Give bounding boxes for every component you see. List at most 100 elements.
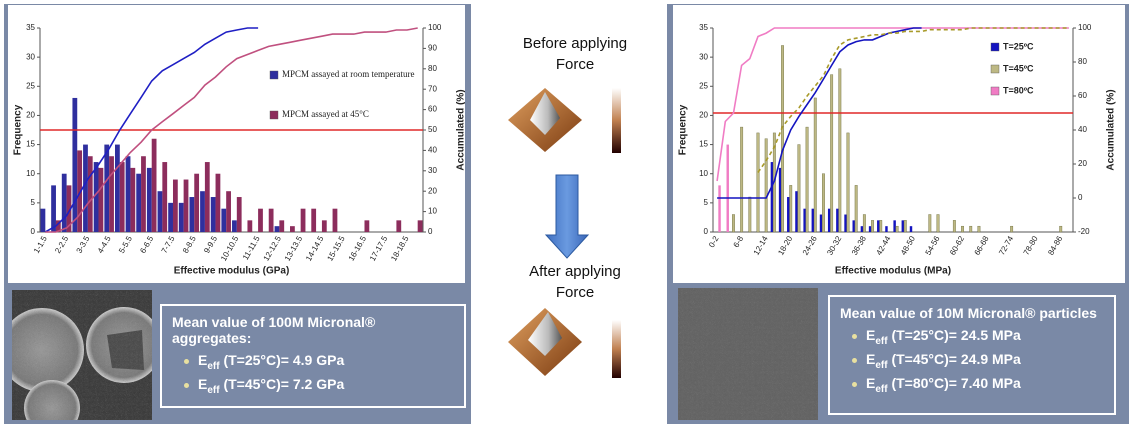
bar [136,173,142,232]
label-line: Force [555,56,595,73]
bar [803,208,806,232]
x-tick-label: 15-15.5 [325,234,347,262]
y2-tick-label: 80 [1078,57,1087,66]
legend-swatch [990,64,1000,74]
info-title: Mean value of 100M Micronal® aggregates: [172,314,376,346]
y2-axis-title: Accumulated (%) [456,89,465,170]
bar [247,220,253,232]
cumulative-line [45,27,418,233]
bar [66,185,72,232]
bar [977,225,981,233]
bar [321,220,327,232]
bar [61,173,67,232]
bar [1010,225,1014,233]
sem-image [12,290,152,420]
y2-tick-label: 60 [1078,91,1087,100]
x-tick-label: 18-20 [776,234,794,257]
y2-tick-label: 100 [428,23,442,32]
subscript: eff [875,359,888,371]
bar [215,173,221,232]
x-tick-label: 54-56 [924,234,942,257]
x-tick-label: 9-9.5 [202,234,219,255]
y2-tick-label: 20 [428,186,437,195]
bar [274,226,280,232]
bar [895,225,899,233]
bar [936,214,940,233]
bar [732,214,735,233]
info-box: Mean value of 100M Micronal® aggregates:… [160,304,466,408]
symbol: E [866,350,876,367]
y2-tick-label: -20 [1078,227,1090,236]
bar [178,202,184,232]
y-axis-title: Frequency [13,104,24,155]
bar [221,208,227,232]
bar [718,185,721,232]
subscript: eff [875,383,888,395]
bar [130,167,136,232]
y2-tick-label: 30 [428,166,437,175]
bar [232,220,237,232]
legend-label: MPCM assayed at room temperature [282,69,414,79]
x-tick-label: 7-7.5 [160,234,177,255]
legend-label: T=45ºC [1003,63,1034,73]
bar [168,202,173,232]
bar [77,150,83,232]
bar [162,162,168,232]
bar [819,214,823,232]
bar [98,167,104,232]
y2-tick-label: 40 [1078,125,1087,134]
y2-tick-label: 100 [1078,23,1092,32]
bar [268,208,274,232]
y-tick-label: 35 [699,23,708,32]
bar [396,220,402,232]
bar [40,208,46,232]
y-tick-label: 30 [699,52,708,61]
x-tick-label: 18-18.5 [389,234,411,262]
afm-graphics [508,88,621,378]
bar [183,179,189,232]
bar [109,156,114,232]
x-tick-label: 30-32 [825,234,843,257]
x-tick-label: 72-74 [997,234,1015,257]
y2-axis-title: Accumulated (%) [1106,89,1117,170]
before-label: Before applying Force [500,33,650,75]
bar [210,197,216,232]
bar [827,208,831,232]
bar [844,214,847,232]
subscript: eff [875,335,888,347]
bar [72,97,78,232]
info-box: Mean value of 10M Micronal® particles Ee… [828,295,1116,415]
legend-swatch [990,86,1000,96]
y-tick-label: 30 [26,52,35,61]
bar [871,220,874,233]
y-tick-label: 0 [31,227,36,236]
x-tick-label: 78-80 [1022,234,1040,257]
x-tick-label: 12-12.5 [262,234,284,262]
x-tick-label: 1-1.5 [32,234,49,255]
bar [969,225,973,233]
x-tick-label: 14-14.5 [304,234,326,262]
y-tick-label: 20 [699,111,708,120]
symbol: E [866,374,876,391]
y-tick-label: 35 [26,23,35,32]
cumulative-line [44,27,259,233]
bar [860,226,864,232]
symbol: E [198,352,208,368]
y2-tick-label: 80 [428,64,437,73]
bar [868,226,872,232]
bar [885,226,888,232]
bar [141,156,146,232]
cumulative-line [717,27,922,199]
bar [311,208,317,232]
bar [952,220,956,233]
bar [961,225,964,233]
bar [748,196,752,233]
symbol: E [866,327,876,343]
y-tick-label: 15 [699,140,708,149]
bar [226,191,231,232]
y-tick-label: 25 [699,81,708,90]
bar [726,144,729,232]
bar [157,191,163,232]
bar [236,197,242,232]
